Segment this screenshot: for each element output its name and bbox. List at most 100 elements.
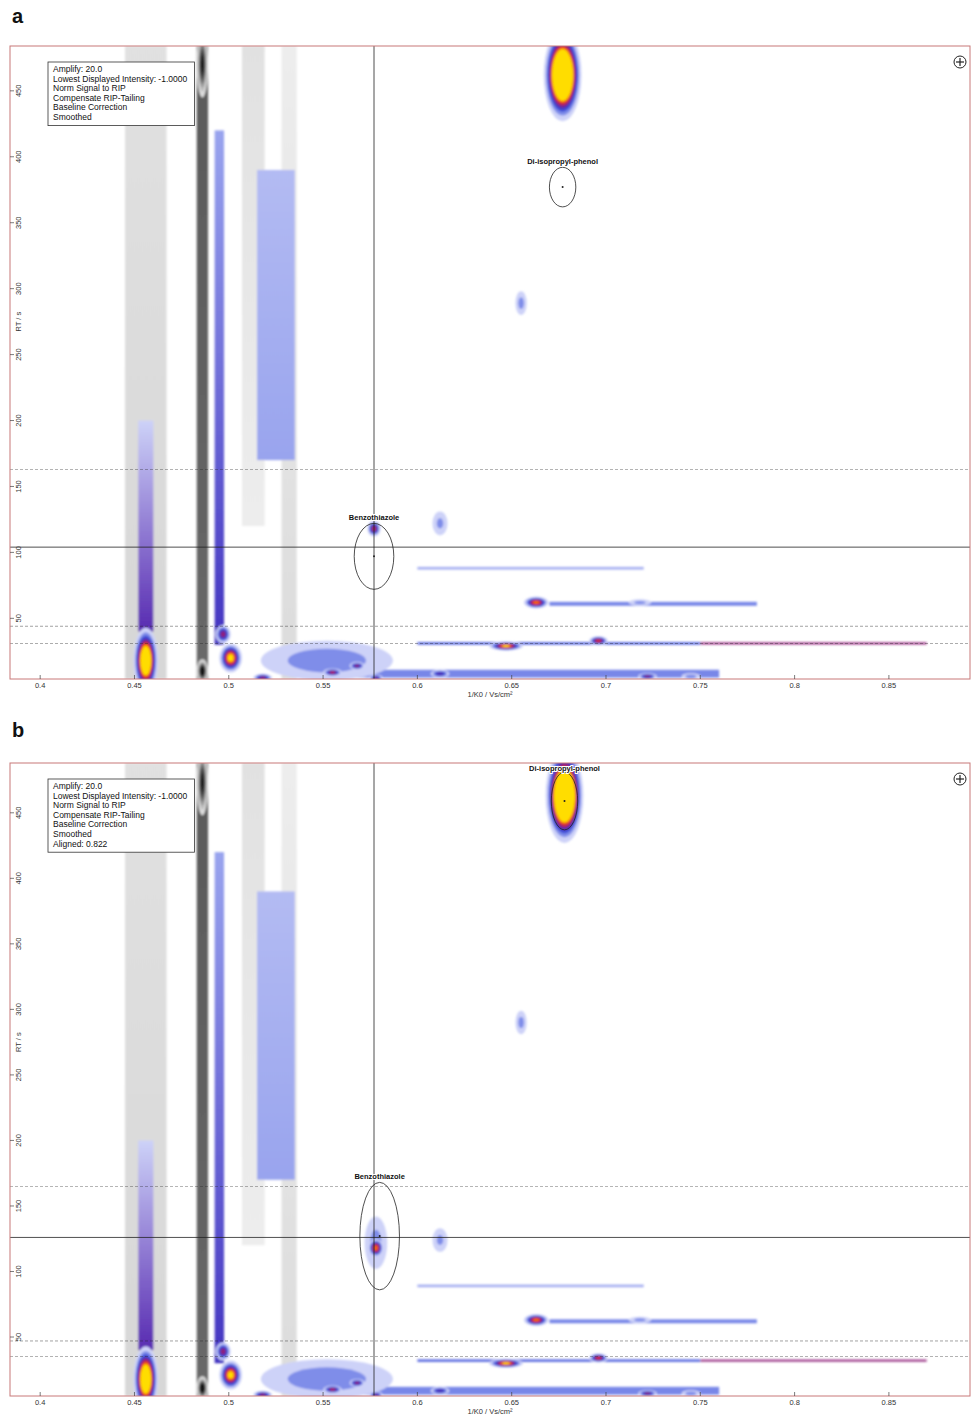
peak-level xyxy=(198,1378,207,1396)
peak xyxy=(219,643,242,672)
peak-level xyxy=(200,48,206,80)
x-tick-label: 0.55 xyxy=(316,681,331,690)
peak xyxy=(589,1353,608,1362)
peak-level xyxy=(201,1384,205,1391)
peak xyxy=(369,1391,382,1396)
peak-level xyxy=(499,644,513,648)
peak-level xyxy=(530,1317,542,1323)
peak-level xyxy=(224,1366,238,1384)
x-tick xyxy=(40,675,41,679)
y-tick-label: 400 xyxy=(14,872,23,885)
peak-level xyxy=(140,1363,152,1396)
peak-level xyxy=(328,670,337,674)
x-tick xyxy=(700,1392,701,1396)
x-tick-label: 0.5 xyxy=(224,1398,234,1407)
peak xyxy=(638,673,657,679)
x-tick xyxy=(228,1392,229,1396)
y-tick-label: 450 xyxy=(14,807,23,820)
peak-level xyxy=(198,663,206,679)
peak xyxy=(253,1391,272,1396)
peak-level xyxy=(496,1360,516,1366)
peak-level xyxy=(589,636,608,645)
peak xyxy=(432,512,447,536)
peak-level xyxy=(518,1017,524,1029)
annotation-ellipse xyxy=(549,167,575,207)
peak xyxy=(369,674,382,679)
peak-level xyxy=(550,46,576,107)
panel-a: 0.40.450.50.550.60.650.70.750.80.851/K0 … xyxy=(10,5,970,699)
plot-background xyxy=(10,763,970,1396)
peak-level xyxy=(499,1361,513,1365)
peak-level xyxy=(200,770,204,796)
peak-level xyxy=(372,1244,379,1253)
info-line: Amplify: 20.0 xyxy=(53,64,102,74)
peak-level xyxy=(489,641,523,650)
dashed-line xyxy=(10,1186,970,1187)
streak xyxy=(215,130,224,644)
peak-level xyxy=(552,766,576,826)
peak-level xyxy=(355,1382,359,1384)
zoom-icon xyxy=(959,58,960,66)
peak-level xyxy=(354,664,361,668)
x-tick xyxy=(511,1392,512,1396)
peak-level xyxy=(217,627,229,641)
peak-level xyxy=(369,674,382,679)
plot-area xyxy=(10,46,970,679)
x-tick xyxy=(40,1392,41,1396)
peak xyxy=(323,668,342,676)
peak-level xyxy=(592,638,604,644)
peak xyxy=(261,641,393,679)
x-axis-title: 1/K0 / Vs/cm² xyxy=(467,690,513,699)
plot-background xyxy=(10,46,970,679)
peak-level xyxy=(634,601,645,604)
peak-level xyxy=(352,663,361,668)
peak xyxy=(134,628,159,679)
info-box xyxy=(48,779,194,852)
peak-level xyxy=(134,628,159,679)
dashed-line xyxy=(10,626,970,627)
peak-level xyxy=(528,598,545,606)
peak-level xyxy=(549,46,577,109)
peak-level xyxy=(501,645,512,648)
peak-level xyxy=(197,659,208,679)
peak-level xyxy=(218,628,227,639)
peak-level xyxy=(533,601,539,604)
peak-level xyxy=(219,643,242,672)
peak-level xyxy=(681,673,700,679)
peak-level xyxy=(494,643,518,649)
peak-level xyxy=(224,649,238,667)
peak-level xyxy=(589,1353,608,1362)
peak-level xyxy=(198,763,207,810)
peak-level xyxy=(591,1354,606,1361)
peak-level xyxy=(592,1355,604,1361)
peak-level xyxy=(197,1376,208,1396)
crosshair-horizontal xyxy=(10,547,970,548)
y-tick-label: 450 xyxy=(14,85,23,98)
x-tick-label: 0.8 xyxy=(789,681,799,690)
peak-level xyxy=(492,1359,520,1367)
peak-level xyxy=(548,763,581,837)
x-tick xyxy=(323,1392,324,1396)
peak-level xyxy=(134,1346,159,1396)
peak-level xyxy=(261,641,393,679)
peak-level xyxy=(199,763,206,802)
peak-level xyxy=(329,671,336,674)
x-tick-label: 0.55 xyxy=(316,1398,331,1407)
y-tick-label: 250 xyxy=(14,348,23,361)
h-streak xyxy=(417,567,643,570)
peak xyxy=(261,1359,393,1396)
h-streak xyxy=(417,1359,700,1362)
annotation-center xyxy=(562,186,564,188)
annotation-center xyxy=(563,800,565,802)
peak-level xyxy=(228,1371,234,1378)
peak-level xyxy=(328,1388,337,1392)
x-tick xyxy=(511,675,512,679)
x-tick-label: 0.65 xyxy=(504,681,519,690)
peak-level xyxy=(199,1382,205,1395)
peak-level xyxy=(371,675,381,679)
peak-level xyxy=(201,667,205,674)
peak-level xyxy=(139,642,153,679)
peak-level xyxy=(645,675,651,677)
peak xyxy=(524,597,549,609)
peak-level xyxy=(437,518,443,528)
